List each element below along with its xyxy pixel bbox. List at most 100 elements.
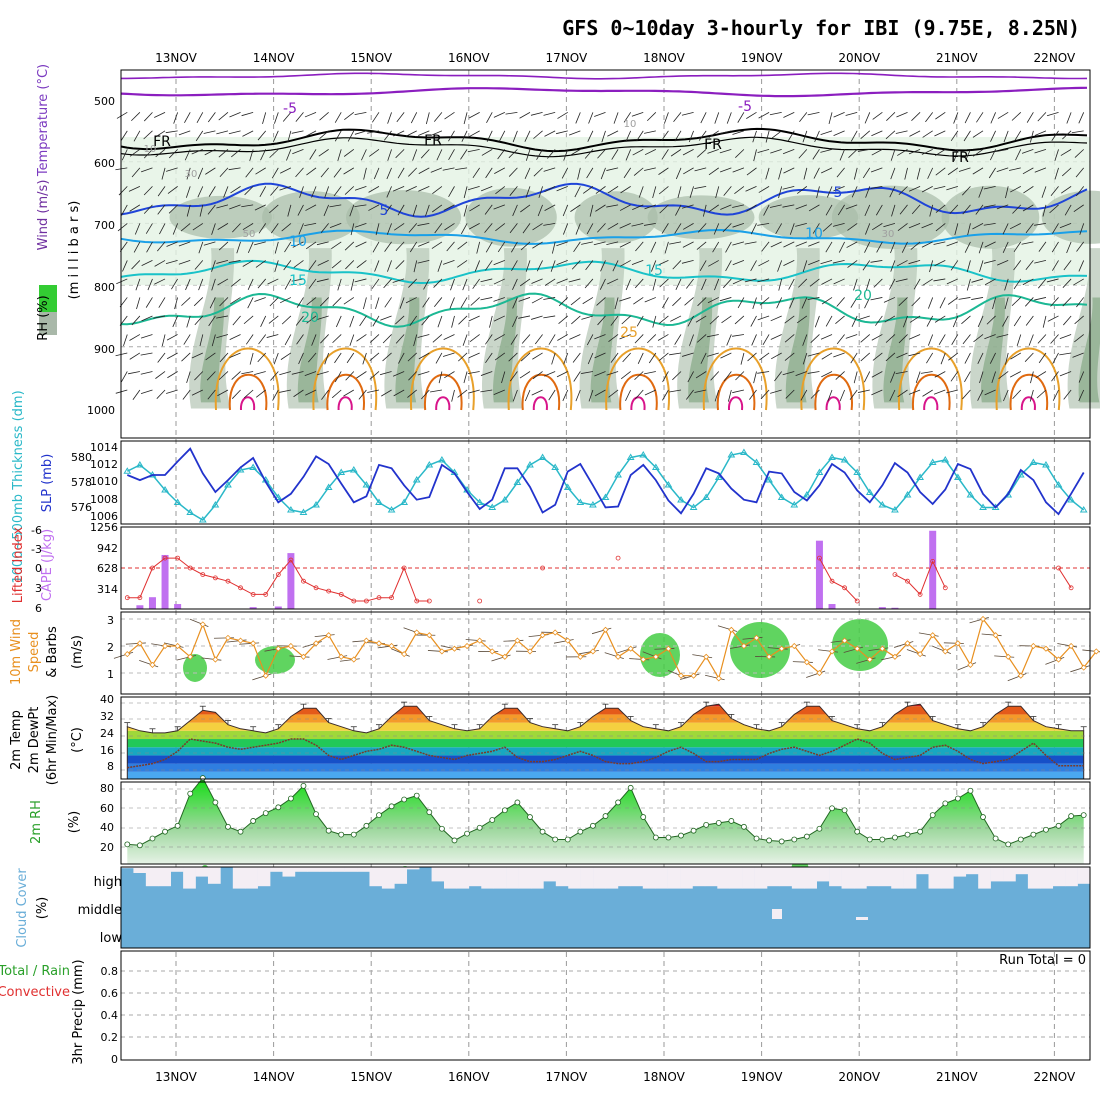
thick-tick: 576	[71, 501, 92, 514]
wind-barb	[904, 167, 908, 180]
wind-barb	[885, 352, 896, 362]
wind-barb	[229, 111, 241, 118]
wind-barb	[953, 112, 959, 124]
wind-barb	[839, 149, 845, 161]
wind10-point	[816, 669, 823, 677]
high-cloud-gap	[121, 867, 134, 869]
high-cloud-gap	[642, 867, 656, 889]
wind-barb	[260, 315, 267, 327]
thickness-point	[601, 493, 610, 500]
wind-barb	[1009, 371, 1021, 378]
wind10-point	[942, 648, 949, 655]
wind-barb	[989, 352, 996, 364]
wind-barb	[379, 371, 392, 376]
wind-barb	[696, 334, 707, 343]
wind-barb	[600, 167, 606, 180]
wind-barb	[394, 223, 405, 231]
wind-barb	[262, 112, 267, 125]
wind-barb	[971, 297, 984, 300]
wind-barb	[621, 315, 631, 325]
wind-barb	[1037, 112, 1047, 122]
wind10-point	[589, 648, 596, 655]
wind10-barb	[856, 657, 876, 664]
wind-barb	[543, 371, 556, 377]
wind-barb	[374, 260, 380, 272]
wind-barb	[356, 260, 367, 269]
wind-barb	[543, 167, 556, 172]
cape-labels: Lifted Index CAPE (J/kg)	[11, 526, 55, 603]
wind-barb	[186, 167, 191, 180]
wind10-point	[237, 637, 244, 644]
wind-barb	[123, 334, 128, 346]
wind-barb	[343, 167, 355, 175]
wind-barb	[536, 260, 543, 272]
rh-point	[678, 832, 684, 839]
wind-barb	[281, 315, 292, 325]
wind-barb	[384, 241, 392, 252]
wind-barb	[323, 204, 330, 217]
wind10-barb	[692, 654, 713, 659]
wind-barb	[1037, 334, 1047, 344]
wind10-barb	[717, 625, 738, 632]
wind-barb	[512, 315, 518, 328]
wind-barb	[367, 130, 380, 134]
wind-barb	[1012, 204, 1022, 214]
high-cloud-gap	[754, 867, 768, 889]
temp-band	[127, 747, 1084, 756]
wind-barb	[706, 334, 719, 338]
wind-barb	[723, 371, 732, 382]
high-cloud-gap	[332, 867, 345, 872]
wind-barb	[344, 186, 355, 195]
contour-30c	[326, 373, 365, 411]
wind-barb	[610, 315, 619, 326]
wind-barb	[1052, 389, 1059, 401]
wind-barb	[141, 260, 153, 266]
wind-barb	[524, 167, 531, 179]
li-point	[842, 585, 848, 591]
wind-barb	[171, 278, 178, 290]
wind-barb	[463, 112, 468, 125]
precip-tick: 0.4	[101, 1009, 119, 1022]
wind-barb	[631, 223, 644, 227]
wind-barb	[437, 315, 443, 328]
thickness-point	[815, 468, 824, 475]
wind-barb	[408, 167, 418, 177]
wind-barb	[134, 223, 141, 235]
wind-barb	[497, 149, 506, 160]
wind-barb	[279, 167, 292, 174]
wind10-point	[677, 672, 685, 679]
wind-barb	[450, 278, 455, 291]
wind10-point	[250, 640, 257, 647]
wind-barb	[636, 315, 644, 327]
wind-barb	[522, 223, 531, 234]
wind-barb	[1042, 204, 1047, 217]
wind-barb	[556, 371, 568, 378]
wind-barb	[908, 389, 921, 395]
wind-barb	[1050, 186, 1059, 196]
wind10-point	[426, 632, 433, 639]
wind10-unit: (m/s)	[70, 635, 85, 669]
wind10-barb	[189, 618, 209, 628]
contour-25c	[507, 347, 573, 411]
cape-bar	[878, 607, 886, 609]
wind-barb	[949, 204, 959, 215]
cape-bar	[136, 605, 144, 609]
wind-barb	[349, 334, 355, 346]
wind-barb	[662, 371, 669, 383]
wind-barb	[606, 371, 619, 376]
thickness-point	[375, 498, 383, 505]
thickness-point	[538, 453, 547, 460]
wind-barb	[827, 389, 833, 402]
wind-barb	[551, 241, 556, 254]
wind10-barb	[579, 649, 599, 655]
wind10-point	[401, 651, 408, 658]
upper-labels: Wind (m/s) Temperature (°C) RH (%) (m i …	[36, 64, 82, 341]
wind-barb	[1004, 278, 1009, 291]
wind-barb	[533, 167, 543, 177]
thickness-point	[953, 473, 962, 480]
wind-barb	[614, 297, 619, 310]
date-label-top: 16NOV	[448, 51, 490, 65]
rh-point	[954, 795, 961, 802]
wind-barb	[964, 371, 971, 383]
wind-barb	[369, 149, 380, 157]
